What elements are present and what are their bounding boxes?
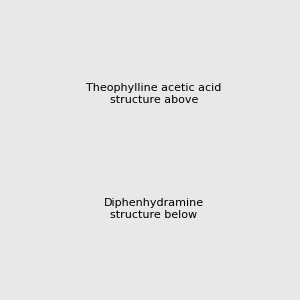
Text: Theophylline acetic acid
structure above: Theophylline acetic acid structure above: [86, 83, 221, 105]
Text: Diphenhydramine
structure below: Diphenhydramine structure below: [104, 199, 204, 220]
